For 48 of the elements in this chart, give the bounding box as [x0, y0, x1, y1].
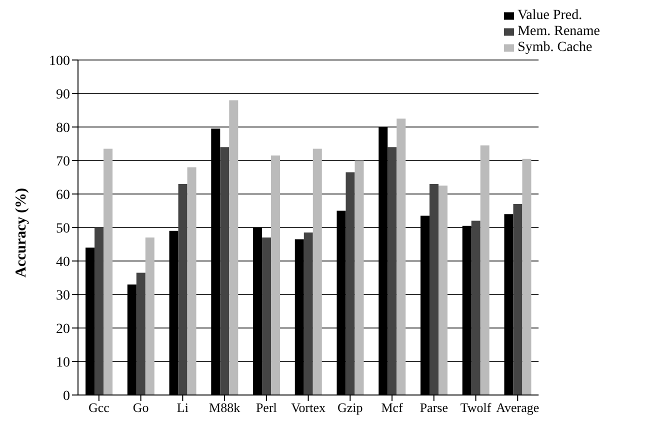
- bar: [304, 232, 313, 395]
- bar: [480, 145, 490, 395]
- bar: [522, 158, 532, 395]
- bar: [178, 184, 188, 395]
- y-tick-label: 30: [56, 288, 70, 304]
- y-tick-label: 20: [56, 322, 70, 337]
- x-tick-label: Gcc: [88, 400, 110, 416]
- bar: [396, 118, 406, 395]
- y-tick-label: 100: [49, 54, 70, 69]
- bar: [220, 147, 230, 395]
- x-tick-label: Vortex: [291, 400, 326, 416]
- x-tick-label: Gzip: [338, 400, 363, 416]
- x-tick-label: Parse: [420, 400, 448, 416]
- bar: [136, 272, 146, 395]
- legend-label: Symb. Cache: [518, 40, 592, 55]
- y-tick-label: 0: [63, 388, 70, 404]
- x-tick-label: Mcf: [381, 400, 404, 416]
- legend-label: Value Pred.: [518, 8, 582, 23]
- bar: [430, 184, 439, 395]
- bar: [513, 204, 522, 395]
- y-tick-label: 70: [56, 154, 70, 170]
- x-tick-label: Twolf: [460, 400, 492, 416]
- bar: [229, 100, 238, 395]
- bar: [145, 238, 154, 395]
- x-tick-label: M88k: [209, 400, 241, 416]
- y-tick-label: 40: [56, 254, 70, 270]
- bar: [262, 238, 272, 395]
- y-tick-label: 10: [56, 355, 70, 370]
- y-tick-label: 90: [56, 87, 70, 102]
- y-tick-label: 60: [56, 188, 70, 203]
- bar: [388, 147, 397, 395]
- x-tick-label: Li: [176, 400, 189, 416]
- bar: [471, 220, 480, 395]
- bar: [187, 167, 196, 395]
- x-tick-label: Go: [132, 400, 149, 416]
- bar: [346, 172, 355, 395]
- bar: [94, 228, 104, 395]
- x-tick-label: Perl: [256, 400, 278, 416]
- bar: [271, 155, 280, 395]
- x-tick-label: Average: [496, 400, 540, 416]
- y-tick-label: 50: [56, 221, 70, 236]
- y-axis-title: Accuracy (%): [13, 188, 30, 278]
- bar: [104, 148, 113, 395]
- bar: [354, 160, 364, 395]
- bar: [438, 186, 448, 395]
- bar: [312, 148, 322, 395]
- legend-label: Mem. Rename: [518, 24, 600, 39]
- y-tick-label: 80: [56, 120, 70, 136]
